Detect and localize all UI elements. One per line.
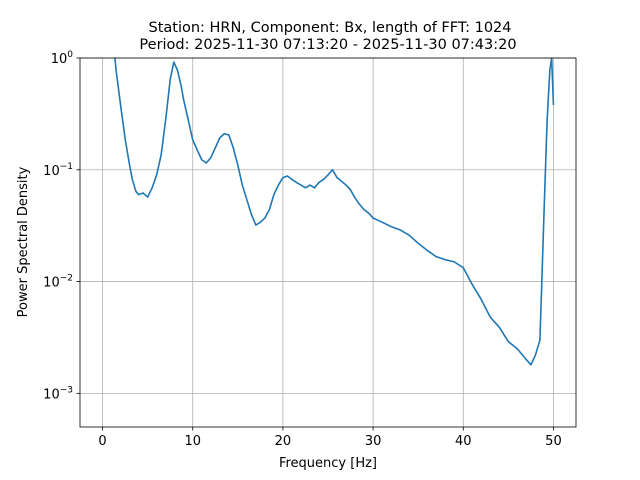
- x-tick-label: 20: [275, 434, 292, 449]
- axes-frame: [79, 57, 577, 428]
- x-tick-label: 50: [545, 434, 562, 449]
- x-tick-label: 30: [365, 434, 382, 449]
- y-tick-label: 10−1: [43, 162, 73, 179]
- data-line: [114, 58, 555, 366]
- x-axis-label: Frequency [Hz]: [279, 456, 377, 471]
- chart-title: Station: HRN, Component: Bx, length of F…: [148, 20, 511, 36]
- x-tick-label: 0: [98, 434, 106, 449]
- y-axis-label: Power Spectral Density: [16, 166, 31, 317]
- chart-subtitle: Period: 2025-11-30 07:13:20 - 2025-11-30…: [139, 37, 516, 53]
- y-tick-label: 10−3: [43, 385, 73, 402]
- x-tick-label: 40: [455, 434, 472, 449]
- y-tick-label: 100: [51, 50, 74, 67]
- y-tick-label: 10−2: [43, 274, 73, 291]
- x-tick-label: 10: [184, 434, 201, 449]
- plot-area: [114, 58, 555, 366]
